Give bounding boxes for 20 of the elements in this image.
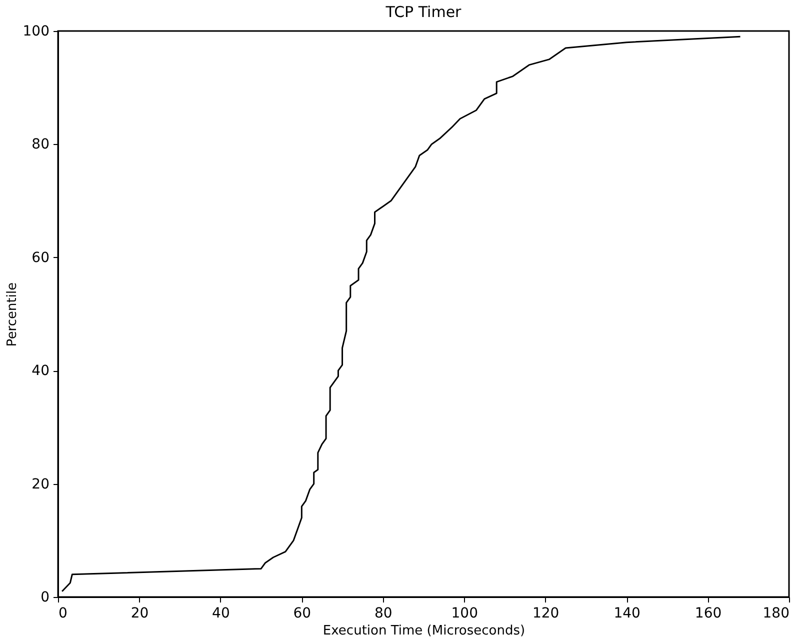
y-tick-label: 80 (32, 136, 50, 153)
x-tick-label: 80 (374, 606, 392, 622)
chart-title: TCP Timer (384, 3, 462, 21)
y-tick-label: 60 (32, 250, 50, 266)
x-tick-label: 140 (614, 606, 640, 622)
x-tick-label: 120 (532, 606, 560, 622)
y-tick-label: 0 (40, 590, 50, 606)
y-tick-label: 100 (22, 24, 50, 40)
line-series (61, 36, 742, 592)
x-tick-label: 40 (212, 606, 230, 622)
x-tick-label: 60 (293, 606, 312, 622)
x-tick-label: 0 (58, 606, 68, 622)
x-tick-label: 20 (130, 606, 149, 622)
y-tick-label: 20 (32, 476, 50, 492)
x-tick-label: 100 (451, 606, 478, 622)
x-tick-label: 180 (762, 606, 790, 622)
x-tick-label: 160 (694, 606, 722, 622)
y-axis-title: Percentile (4, 282, 20, 347)
y-tick-label: 40 (32, 363, 50, 380)
x-axis-title: Execution Time (Microseconds) (322, 624, 526, 638)
